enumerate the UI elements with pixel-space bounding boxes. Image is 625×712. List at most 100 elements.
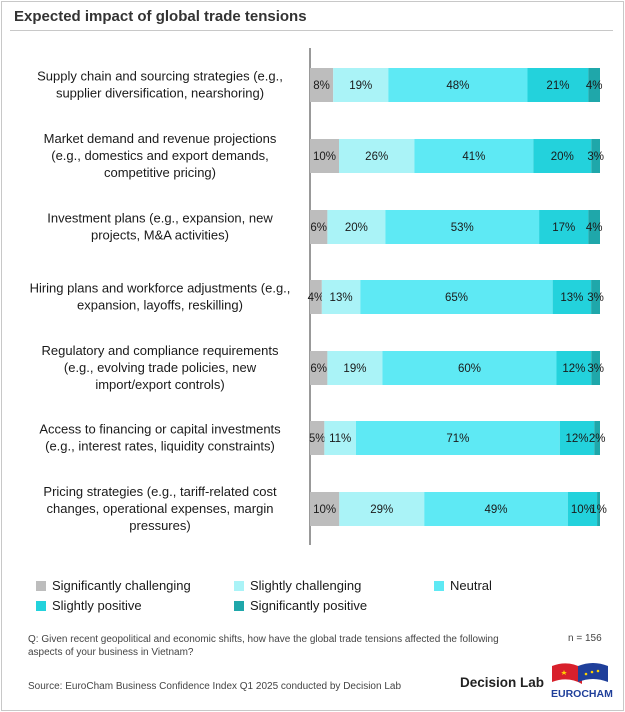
data-label: 8%	[313, 80, 330, 92]
legend-item-slightly-positive: Slightly positive	[36, 598, 142, 613]
data-label: 6%	[310, 222, 327, 234]
bar-segment-significantly-positive	[591, 139, 600, 173]
legend: Significantly challenging Slightly challe…	[36, 578, 492, 622]
bar-segment-slightly-positive	[539, 210, 589, 244]
bar-segment-neutral	[382, 351, 557, 385]
legend-swatch	[234, 580, 244, 591]
category-label: Regulatory and compliance requirements (e…	[41, 343, 279, 392]
bar-segment-significantly-challenging	[310, 68, 334, 102]
legend-swatch	[36, 600, 46, 611]
data-label: 4%	[586, 222, 603, 234]
bar-segment-significantly-challenging	[310, 492, 340, 526]
sample-size: n = 156	[568, 633, 602, 644]
data-label: 6%	[310, 363, 327, 375]
bar-segment-significantly-positive	[588, 210, 600, 244]
bar-segment-neutral	[388, 68, 528, 102]
bar-segment-significantly-positive	[597, 492, 600, 526]
bar-segment-slightly-positive	[567, 492, 598, 526]
chart-title: Expected impact of global trade tensions	[14, 8, 307, 25]
bar-segment-slightly-challenging	[327, 351, 383, 385]
legend-item-neutral: Neutral	[434, 578, 492, 593]
data-label: 49%	[484, 504, 507, 516]
bar-segment-significantly-challenging	[310, 421, 325, 455]
data-label: 41%	[462, 151, 485, 163]
data-label: 53%	[451, 222, 474, 234]
category-label: Access to financing or capital investmen…	[39, 422, 281, 454]
data-label: 5%	[309, 433, 326, 445]
data-label: 10%	[571, 504, 594, 516]
data-label: 26%	[365, 151, 388, 163]
category-label: Market demand and revenue projections (e.…	[44, 131, 277, 180]
bar-segment-neutral	[385, 210, 540, 244]
category-label: Supply chain and sourcing strategies (e.…	[37, 69, 283, 101]
data-label: 12%	[566, 433, 589, 445]
data-label: 11%	[329, 433, 351, 445]
legend-label: Neutral	[450, 578, 492, 593]
data-label: 48%	[446, 80, 469, 92]
legend-swatch	[434, 580, 444, 591]
bar-segment-significantly-positive	[588, 68, 600, 102]
data-label: 10%	[313, 504, 336, 516]
bar-segment-slightly-positive	[533, 139, 592, 173]
decision-lab-logo: Decision Lab	[460, 675, 545, 690]
bar-segment-slightly-positive	[559, 421, 595, 455]
legend-swatch	[36, 580, 46, 591]
bar-segment-significantly-positive	[591, 351, 600, 385]
data-label: 19%	[343, 363, 366, 375]
data-label: 10%	[313, 151, 336, 163]
bar-segment-slightly-positive	[552, 280, 592, 314]
legend-item-significantly-challenging: Significantly challenging	[36, 578, 191, 593]
data-label: 3%	[587, 363, 604, 375]
bar-segment-slightly-challenging	[339, 492, 425, 526]
bar-segment-significantly-challenging	[310, 210, 328, 244]
legend-label: Significantly challenging	[52, 578, 191, 593]
data-label: 3%	[587, 151, 604, 163]
bar-segment-significantly-positive	[591, 280, 600, 314]
legend-label: Slightly challenging	[250, 578, 362, 593]
legend-label: Significantly positive	[250, 598, 368, 613]
survey-question: Q: Given recent geopolitical and economi…	[28, 634, 499, 658]
category-label: Hiring plans and workforce adjustments (…	[30, 281, 291, 313]
bar-segment-significantly-positive	[594, 421, 600, 455]
source-note: Source: EuroCham Business Confidence Ind…	[28, 681, 402, 692]
bar-segment-slightly-challenging	[333, 68, 389, 102]
legend-label: Slightly positive	[52, 598, 142, 613]
eurocham-logo-text: EUROCHAM	[551, 688, 613, 700]
data-label: 4%	[308, 292, 325, 304]
data-label: 3%	[587, 292, 604, 304]
bar-segment-significantly-challenging	[310, 351, 328, 385]
data-label: 2%	[589, 433, 606, 445]
bar-segment-neutral	[414, 139, 534, 173]
data-label: 4%	[586, 80, 603, 92]
category-label: Pricing strategies (e.g., tariff-related…	[43, 484, 277, 533]
data-label: 13%	[330, 292, 353, 304]
data-label: 21%	[546, 80, 569, 92]
legend-item-slightly-challenging: Slightly challenging	[234, 578, 361, 593]
category-label: Investment plans (e.g., expansion, new pr…	[47, 211, 273, 243]
data-label: 19%	[349, 80, 372, 92]
title-divider	[10, 30, 613, 31]
data-label: 71%	[446, 433, 469, 445]
eurocham-flag-logo	[552, 663, 608, 684]
data-label: 12%	[562, 363, 585, 375]
legend-swatch	[234, 600, 244, 611]
data-label: 20%	[551, 151, 574, 163]
data-label: 1%	[590, 504, 607, 516]
data-label: 13%	[560, 292, 583, 304]
bar-segment-slightly-challenging	[324, 421, 356, 455]
bar-segment-slightly-challenging	[339, 139, 415, 173]
bar-segment-significantly-challenging	[310, 280, 322, 314]
bar-segment-slightly-positive	[527, 68, 589, 102]
bar-segment-neutral	[360, 280, 553, 314]
bar-segment-slightly-challenging	[321, 280, 361, 314]
data-label: 17%	[552, 222, 575, 234]
bar-segment-neutral	[355, 421, 560, 455]
data-label: 20%	[345, 222, 368, 234]
legend-item-significantly-positive: Significantly positive	[234, 598, 367, 613]
data-label: 60%	[458, 363, 481, 375]
data-label: 29%	[370, 504, 393, 516]
data-label: 65%	[445, 292, 468, 304]
bar-segment-slightly-challenging	[327, 210, 386, 244]
bar-segment-neutral	[424, 492, 568, 526]
